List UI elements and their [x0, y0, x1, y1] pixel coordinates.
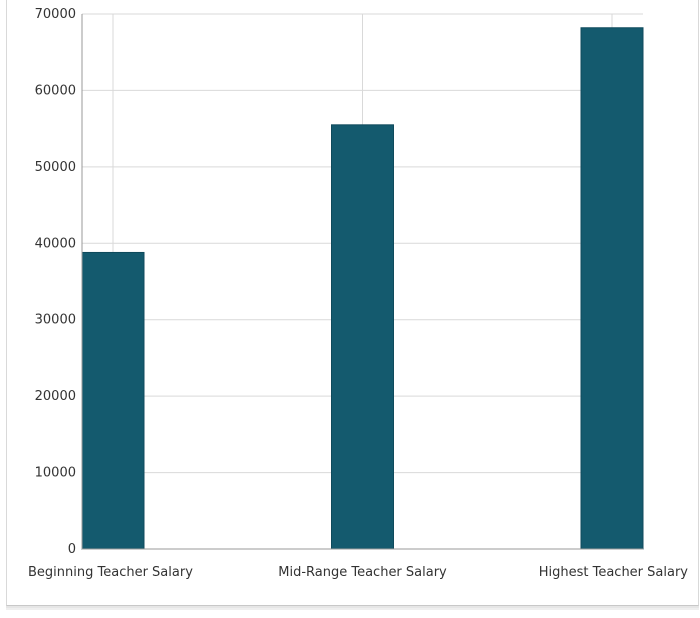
axes — [81, 14, 643, 550]
y-tick-labels: 0 10000 20000 30000 40000 50000 60000 70000 — [35, 7, 76, 557]
x-tick-label: Mid-Range Teacher Salary — [278, 565, 447, 580]
y-tick-label: 70000 — [35, 7, 76, 22]
x-tick-labels: Beginning Teacher Salary Mid-Range Teache… — [28, 565, 688, 580]
bars — [81, 27, 644, 550]
y-tick-label: 0 — [68, 542, 76, 557]
bar — [331, 124, 394, 550]
x-tick-label: Highest Teacher Salary — [539, 565, 689, 580]
bar — [81, 251, 145, 550]
y-tick-label: 60000 — [35, 83, 76, 98]
y-tick-label: 50000 — [35, 160, 76, 175]
y-tick-label: 30000 — [35, 313, 76, 328]
bar — [580, 27, 644, 550]
y-tick-label: 20000 — [35, 389, 76, 404]
x-tick-label: Beginning Teacher Salary — [28, 565, 193, 580]
y-tick-label: 40000 — [35, 236, 76, 251]
y-tick-label: 10000 — [35, 466, 76, 481]
